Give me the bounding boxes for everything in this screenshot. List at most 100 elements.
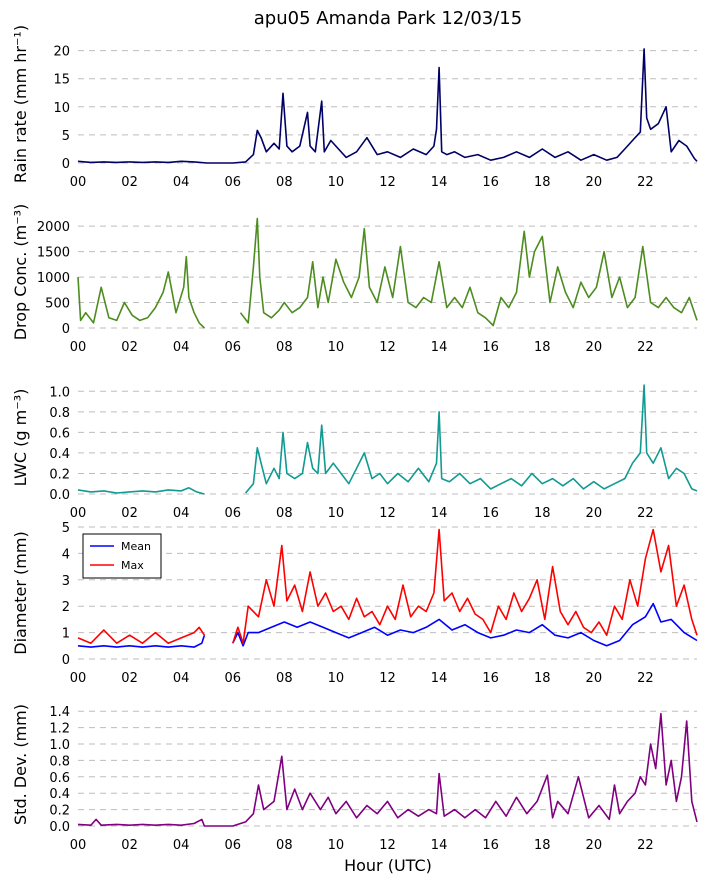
y-tick-label-diam: 3	[62, 574, 70, 589]
y-tick-label-diam: 1	[62, 627, 70, 642]
x-tick-label-rain: 00	[70, 175, 87, 190]
y-tick-label-conc: 1500	[37, 246, 70, 261]
x-tick-label-lwc: 10	[328, 506, 345, 521]
y-tick-label-lwc: 0.6	[49, 426, 70, 441]
x-tick-label-diam: 12	[379, 671, 396, 686]
series-line-diam-max	[77, 528, 698, 644]
x-tick-label-diam: 02	[121, 671, 138, 686]
y-tick-label-std: 1.4	[49, 705, 70, 720]
y-tick-label-conc: 2000	[37, 220, 70, 235]
series-line-conc	[77, 217, 698, 329]
panel-lwc: 0.0 0.2 0.4 0.6 0.8 1.0 00 02 04 06 08 10 12 14 16 18 20…	[11, 384, 698, 521]
panel-conc: 0 500 1000 1500 2000 00 02 04 06 08 10 12 14 16 18 20 22…	[11, 204, 698, 355]
x-tick-label-diam: 20	[586, 671, 603, 686]
x-tick-label-diam: 10	[328, 671, 345, 686]
x-tick-label-conc: 20	[586, 340, 603, 355]
x-tick-label-diam: 22	[637, 671, 654, 686]
x-tick-label-rain: 06	[224, 175, 241, 190]
x-tick-label-std: 16	[482, 838, 499, 853]
x-tick-label-rain: 04	[173, 175, 190, 190]
x-tick-label-rain: 12	[379, 175, 396, 190]
series-line-diam-mean	[77, 602, 698, 648]
y-axis-label-conc: Drop Conc. (m⁻³)	[11, 204, 30, 341]
x-tick-label-std: 20	[586, 838, 603, 853]
panel-rain: 0 5 10 15 20 00 02 04 06 08 10 12 14 16 18 20 22 Rain rat…	[11, 25, 698, 190]
x-axis-label: Hour (UTC)	[344, 856, 432, 875]
panel-std: 0.00.2 0.40.6 0.81.01.2 1.4 00 02 04 06 08 10 12 14…	[11, 704, 698, 853]
x-tick-label-rain: 14	[431, 175, 448, 190]
x-tick-label-diam: 08	[276, 671, 293, 686]
y-tick-label-lwc: 1.0	[49, 385, 70, 400]
x-tick-label-lwc: 00	[70, 506, 87, 521]
x-tick-label-conc: 18	[534, 340, 551, 355]
x-tick-label-std: 04	[173, 838, 190, 853]
x-tick-label-lwc: 20	[586, 506, 603, 521]
y-axis-label-diam: Diameter (mm)	[11, 531, 30, 654]
x-tick-label-conc: 06	[224, 340, 241, 355]
y-tick-label-diam: 4	[62, 547, 70, 562]
x-tick-label-std: 18	[534, 838, 551, 853]
x-tick-label-lwc: 06	[224, 506, 241, 521]
y-tick-label-lwc: 0.8	[49, 406, 70, 421]
y-tick-label-conc: 1000	[37, 271, 70, 286]
x-tick-label-lwc: 18	[534, 506, 551, 521]
x-tick-label-std: 14	[431, 838, 448, 853]
series-line-std	[77, 712, 698, 827]
y-tick-label-lwc: 0.0	[49, 488, 70, 503]
x-tick-label-conc: 00	[70, 340, 87, 355]
x-tick-label-rain: 10	[328, 175, 345, 190]
x-tick-label-conc: 08	[276, 340, 293, 355]
y-tick-label-diam: 2	[62, 600, 70, 615]
x-tick-label-diam: 16	[482, 671, 499, 686]
x-tick-label-conc: 22	[637, 340, 654, 355]
x-tick-label-diam: 04	[173, 671, 190, 686]
y-tick-label-lwc: 0.4	[49, 447, 70, 462]
x-tick-label-lwc: 08	[276, 506, 293, 521]
legend-label-mean: Mean	[121, 540, 151, 553]
x-tick-label-diam: 18	[534, 671, 551, 686]
x-tick-label-rain: 08	[276, 175, 293, 190]
y-tick-label-conc: 0	[62, 322, 70, 337]
y-tick-label-diam: 5	[62, 521, 70, 536]
x-tick-label-conc: 02	[121, 340, 138, 355]
series-line-lwc	[77, 384, 698, 495]
y-tick-label-std: 0.2	[49, 804, 70, 819]
x-tick-label-std: 06	[224, 838, 241, 853]
legend-box	[82, 533, 162, 579]
y-tick-label-std: 1.0	[49, 738, 70, 753]
x-tick-label-std: 02	[121, 838, 138, 853]
y-tick-label-rain: 15	[53, 73, 70, 88]
y-axis-label-rain: Rain rate (mm hr⁻¹)	[11, 25, 30, 183]
x-tick-label-rain: 18	[534, 175, 551, 190]
x-tick-label-conc: 16	[482, 340, 499, 355]
x-tick-label-lwc: 04	[173, 506, 190, 521]
y-axis-label-std: Std. Dev. (mm)	[11, 704, 30, 825]
x-tick-label-lwc: 14	[431, 506, 448, 521]
y-tick-label-std: 0.8	[49, 754, 70, 769]
x-tick-label-std: 08	[276, 838, 293, 853]
y-tick-label-rain: 5	[62, 129, 70, 144]
x-tick-label-conc: 04	[173, 340, 190, 355]
y-tick-label-rain: 0	[62, 157, 70, 172]
x-tick-label-conc: 12	[379, 340, 396, 355]
series-line-rain	[77, 48, 698, 164]
x-tick-label-std: 00	[70, 838, 87, 853]
x-tick-label-std: 12	[379, 838, 396, 853]
y-tick-label-rain: 10	[53, 101, 70, 116]
y-tick-label-lwc: 0.2	[49, 467, 70, 482]
y-tick-label-conc: 500	[45, 297, 70, 312]
y-tick-label-std: 0.6	[49, 771, 70, 786]
x-tick-label-conc: 14	[431, 340, 448, 355]
x-tick-label-diam: 00	[70, 671, 87, 686]
x-tick-label-rain: 20	[586, 175, 603, 190]
x-tick-label-diam: 06	[224, 671, 241, 686]
x-tick-label-rain: 22	[637, 175, 654, 190]
y-tick-label-rain: 20	[53, 45, 70, 60]
y-axis-label-lwc: LWC (g m⁻³)	[11, 389, 30, 487]
x-tick-label-std: 10	[328, 838, 345, 853]
x-tick-label-rain: 02	[121, 175, 138, 190]
